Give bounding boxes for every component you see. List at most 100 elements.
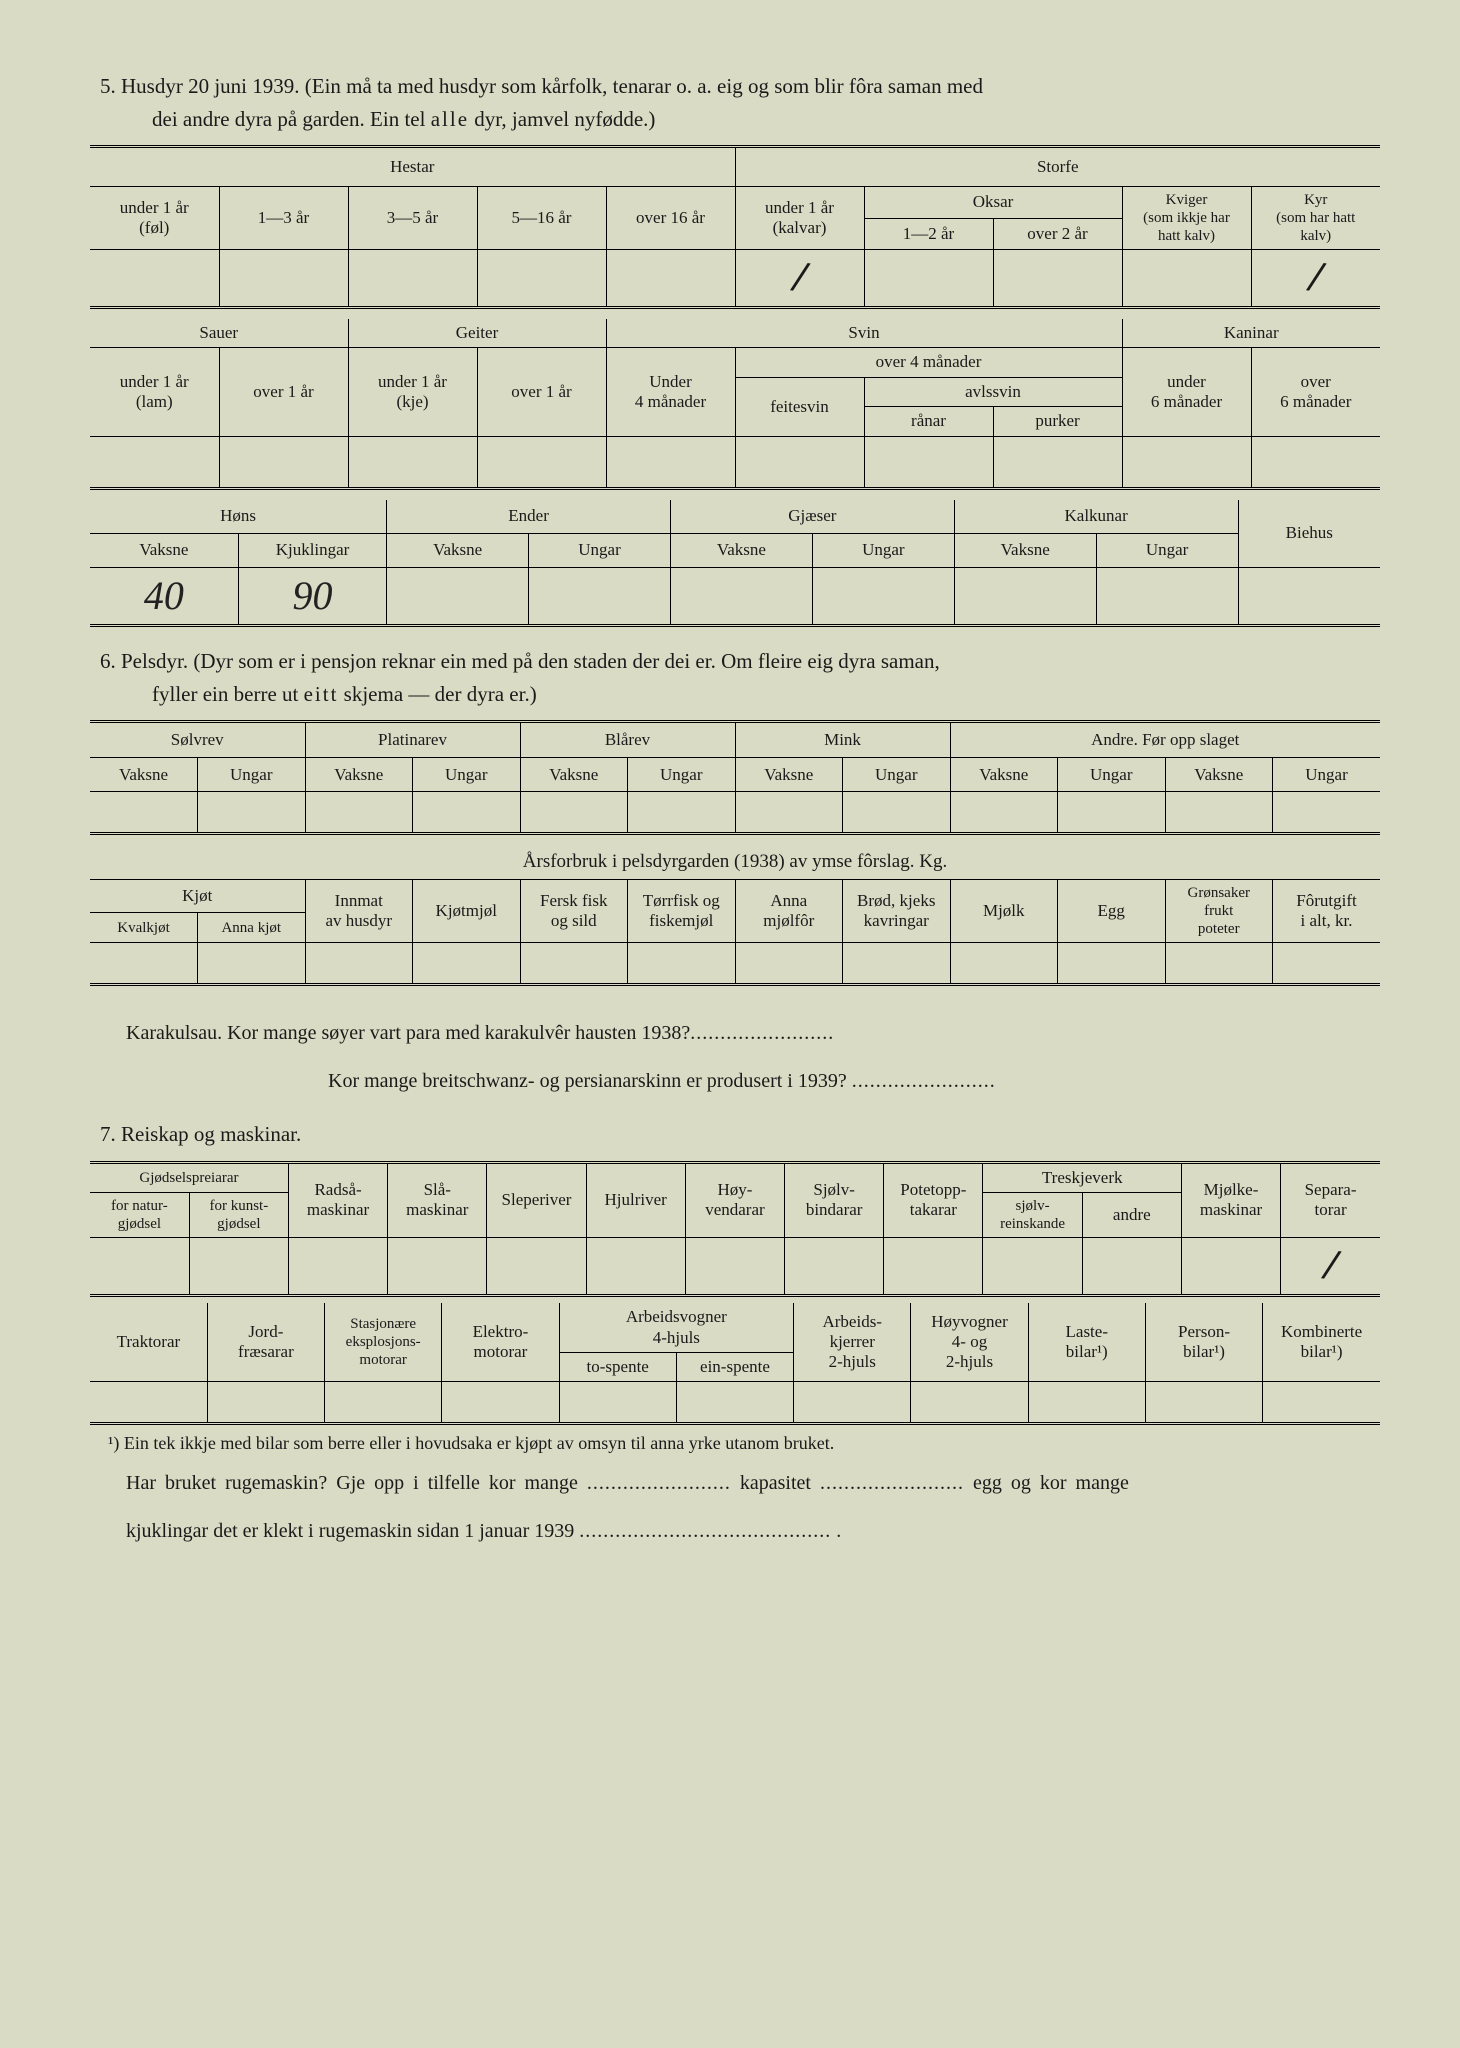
cell[interactable]: [189, 1238, 288, 1296]
cell[interactable]: [1273, 792, 1381, 834]
cell[interactable]: [1122, 250, 1251, 308]
cell[interactable]: [348, 250, 477, 308]
cell[interactable]: [950, 943, 1058, 985]
hdr-hestar: Hestar: [90, 147, 735, 187]
cell[interactable]: [812, 568, 954, 626]
cell[interactable]: [198, 792, 306, 834]
cell[interactable]: [442, 1382, 559, 1424]
cell[interactable]: [1238, 568, 1380, 626]
cell-hons-kjuk[interactable]: 90: [238, 568, 386, 626]
cell[interactable]: [950, 792, 1058, 834]
cell[interactable]: [477, 250, 606, 308]
cell[interactable]: [676, 1382, 793, 1424]
hdr-sjolvbindarar: Sjølv- bindarar: [785, 1162, 884, 1237]
hdr-ranar: rånar: [864, 407, 993, 436]
cell[interactable]: [413, 943, 521, 985]
cell[interactable]: [477, 436, 606, 488]
hdr-kombi: Kombinerte bilar¹): [1263, 1303, 1380, 1382]
cell[interactable]: [586, 1238, 685, 1296]
hdr-ender: Ender: [387, 500, 671, 534]
cell[interactable]: [993, 436, 1122, 488]
section5-alle: alle: [431, 107, 469, 131]
cell[interactable]: [219, 436, 348, 488]
cell[interactable]: [628, 792, 736, 834]
cell[interactable]: [90, 250, 219, 308]
cell[interactable]: [387, 568, 529, 626]
hdr-annamjol: Anna mjølfôr: [735, 880, 843, 943]
cell[interactable]: [520, 792, 628, 834]
cell[interactable]: [487, 1238, 586, 1296]
cell[interactable]: [954, 568, 1096, 626]
cell[interactable]: [90, 436, 219, 488]
cell[interactable]: [1251, 436, 1380, 488]
cell[interactable]: [90, 1382, 207, 1424]
cell[interactable]: [606, 436, 735, 488]
cell[interactable]: [1263, 1382, 1380, 1424]
cell[interactable]: [735, 792, 843, 834]
cell[interactable]: [794, 1382, 911, 1424]
cell[interactable]: [388, 1238, 487, 1296]
hdr-ferskfisk: Fersk fisk og sild: [520, 880, 628, 943]
cell[interactable]: [348, 436, 477, 488]
tick-mark: /: [1307, 254, 1325, 303]
cell[interactable]: [685, 1238, 784, 1296]
cell[interactable]: [529, 568, 671, 626]
cell[interactable]: [90, 1238, 189, 1296]
cell[interactable]: /: [1251, 250, 1380, 308]
hdr-over16: over 16 år: [606, 187, 735, 250]
cell[interactable]: [1058, 792, 1166, 834]
cell[interactable]: [1096, 568, 1238, 626]
hdr: Vaksne: [735, 758, 843, 792]
cell[interactable]: /: [735, 250, 864, 308]
cell[interactable]: [843, 943, 951, 985]
cell[interactable]: [864, 250, 993, 308]
hdr-sla: Slå- maskinar: [388, 1162, 487, 1237]
cell-hons-vaksne[interactable]: 40: [90, 568, 238, 626]
cell[interactable]: [325, 1382, 442, 1424]
hdr-over6m: over 6 månader: [1251, 348, 1380, 436]
cell[interactable]: [735, 436, 864, 488]
cell[interactable]: [785, 1238, 884, 1296]
hdr-over4m: over 4 månader: [735, 348, 1122, 377]
cell[interactable]: [1273, 943, 1381, 985]
cell[interactable]: [520, 943, 628, 985]
cell[interactable]: [1165, 943, 1273, 985]
cell[interactable]: [1028, 1382, 1145, 1424]
cell[interactable]: [1058, 943, 1166, 985]
cell[interactable]: [670, 568, 812, 626]
cell[interactable]: [1181, 1238, 1280, 1296]
hdr-storfe: Storfe: [735, 147, 1380, 187]
cell[interactable]: [413, 792, 521, 834]
hdr-arbeidskjerrer: Arbeids- kjerrer 2-hjuls: [794, 1303, 911, 1382]
hdr-andre: andre: [1082, 1193, 1181, 1238]
hdr-radsa: Radså- maskinar: [288, 1162, 387, 1237]
cell[interactable]: [207, 1382, 324, 1424]
cell[interactable]: [1122, 436, 1251, 488]
cell[interactable]: [305, 792, 413, 834]
cell[interactable]: [198, 943, 306, 985]
cell[interactable]: [911, 1382, 1028, 1424]
cell[interactable]: [90, 792, 198, 834]
cell[interactable]: [288, 1238, 387, 1296]
hdr-mjolke: Mjølke- maskinar: [1181, 1162, 1280, 1237]
cell[interactable]: [305, 943, 413, 985]
hdr-mink: Mink: [735, 722, 950, 758]
cell[interactable]: [884, 1238, 983, 1296]
cell[interactable]: [606, 250, 735, 308]
cell[interactable]: [983, 1238, 1082, 1296]
cell[interactable]: [843, 792, 951, 834]
cell[interactable]: [864, 436, 993, 488]
cell[interactable]: [559, 1382, 676, 1424]
cell[interactable]: [1165, 792, 1273, 834]
cell[interactable]: [1082, 1238, 1181, 1296]
cell[interactable]: [735, 943, 843, 985]
cell[interactable]: [90, 943, 198, 985]
cell[interactable]: /: [1281, 1238, 1380, 1296]
cell[interactable]: [1145, 1382, 1262, 1424]
hdr-35: 3—5 år: [348, 187, 477, 250]
table-hons: Høns Ender Gjæser Kalkunar Biehus Vaksne…: [90, 500, 1380, 628]
hdr-vaksne: Vaksne: [90, 534, 238, 568]
cell[interactable]: [993, 250, 1122, 308]
cell[interactable]: [219, 250, 348, 308]
cell[interactable]: [628, 943, 736, 985]
